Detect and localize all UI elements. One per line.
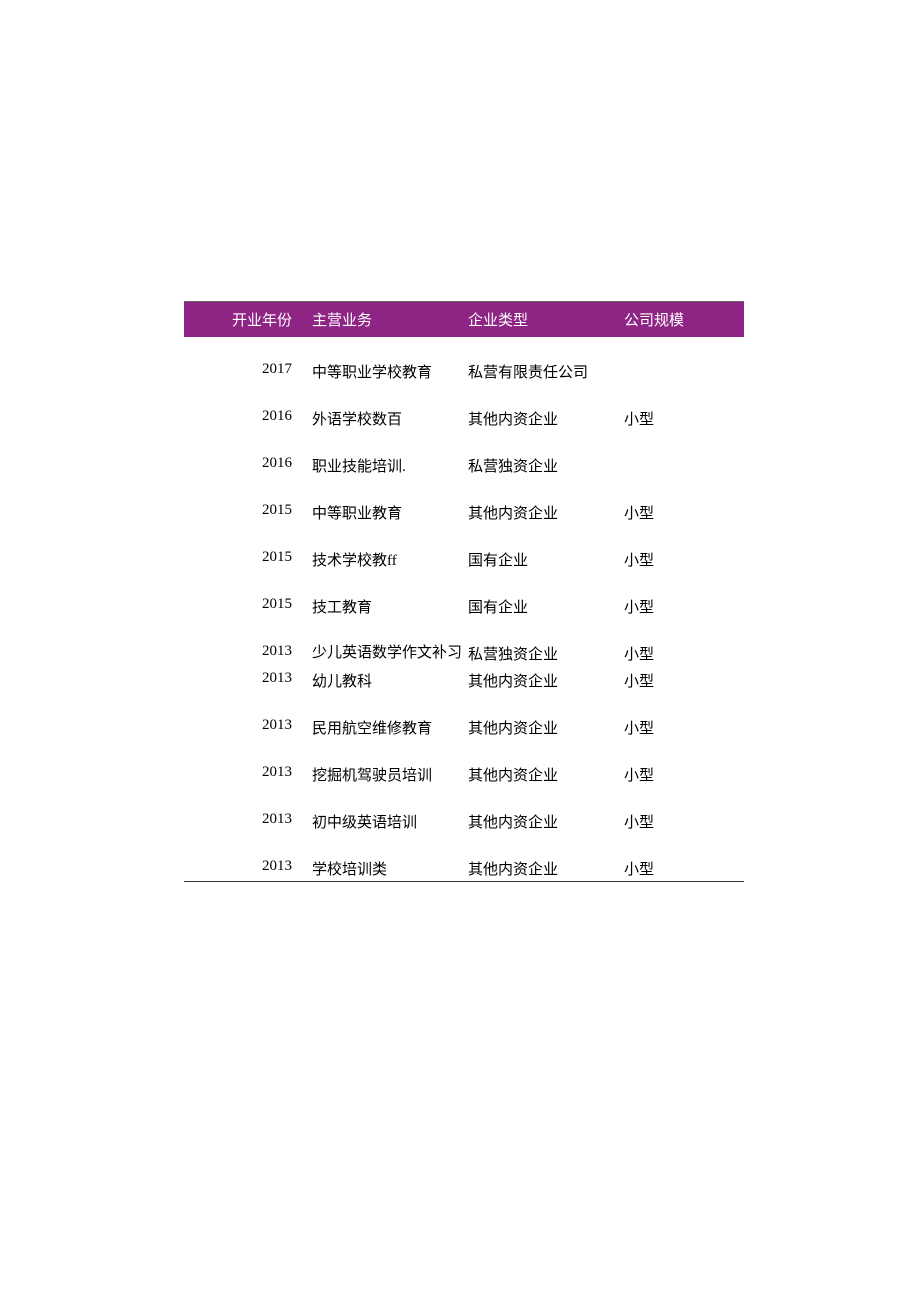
cell-year: 2013: [184, 858, 308, 875]
cell-business: 初中级英语培训: [308, 811, 464, 832]
header-business: 主营业务: [308, 309, 464, 330]
cell-business: 技术学校教ff: [308, 549, 464, 570]
cell-year: 2013: [184, 670, 308, 687]
table-row: 2013 挖掘机驾驶员培训 其他内资企业 小型: [184, 740, 744, 787]
header-year: 开业年份: [184, 309, 308, 330]
cell-business: 外语学校数百: [308, 408, 464, 429]
table-row: 2016 职业技能培训. 私营独资企业: [184, 431, 744, 478]
cell-business: 幼儿教科: [308, 670, 464, 691]
cell-business: 中等职业教育: [308, 502, 464, 523]
cell-business: 职业技能培训.: [308, 455, 464, 476]
cell-year: 2015: [184, 596, 308, 613]
header-type: 企业类型: [464, 309, 620, 330]
cell-size: 小型: [620, 858, 744, 879]
cell-year: 2016: [184, 455, 308, 472]
table-row: 2016 外语学校数百 其他内资企业 小型: [184, 384, 744, 431]
table-row: 2015 技术学校教ff 国有企业 小型: [184, 525, 744, 572]
cell-size: 小型: [620, 549, 744, 570]
cell-year: 2016: [184, 408, 308, 425]
cell-year: 2015: [184, 502, 308, 519]
cell-size: 小型: [620, 717, 744, 738]
cell-type: 其他内资企业: [464, 858, 620, 879]
cell-size: 小型: [620, 408, 744, 429]
table-header-row: 开业年份 主营业务 企业类型 公司规模: [184, 301, 744, 337]
table-row: 2013 幼儿教科 其他内资企业 小型: [184, 666, 744, 693]
cell-year: 2013: [184, 643, 308, 660]
cell-business: 少儿英语数学作文补习: [308, 643, 464, 664]
cell-business: 民用航空维修教育: [308, 717, 464, 738]
cell-type: 其他内资企业: [464, 717, 620, 738]
cell-year: 2017: [184, 361, 308, 378]
cell-size: 小型: [620, 670, 744, 691]
cell-business: 学校培训类: [308, 858, 464, 879]
cell-size: 小型: [620, 643, 744, 664]
cell-type: 其他内资企业: [464, 670, 620, 691]
data-table: 开业年份 主营业务 企业类型 公司规模 2017 中等职业学校教育 私营有限责任…: [184, 301, 744, 882]
table-row: 2013 少儿英语数学作文补习 私营独资企业 小型: [184, 619, 744, 666]
cell-type: 私营独资企业: [464, 643, 620, 664]
cell-size: 小型: [620, 764, 744, 785]
cell-year: 2015: [184, 549, 308, 566]
cell-type: 私营独资企业: [464, 455, 620, 476]
cell-type: 国有企业: [464, 596, 620, 617]
table-row: 2013 学校培训类 其他内资企业 小型: [184, 834, 744, 882]
cell-type: 其他内资企业: [464, 764, 620, 785]
cell-type: 其他内资企业: [464, 811, 620, 832]
cell-year: 2013: [184, 717, 308, 734]
table-row: 2013 民用航空维修教育 其他内资企业 小型: [184, 693, 744, 740]
cell-type: 私营有限责任公司: [464, 361, 620, 382]
cell-type: 其他内资企业: [464, 408, 620, 429]
cell-business: 挖掘机驾驶员培训: [308, 764, 464, 785]
cell-year: 2013: [184, 811, 308, 828]
table-row: 2015 技工教育 国有企业 小型: [184, 572, 744, 619]
header-size: 公司规模: [620, 309, 744, 330]
cell-size: 小型: [620, 596, 744, 617]
table-row: 2017 中等职业学校教育 私营有限责任公司: [184, 337, 744, 384]
cell-business: 技工教育: [308, 596, 464, 617]
cell-type: 其他内资企业: [464, 502, 620, 523]
cell-business: 中等职业学校教育: [308, 361, 464, 382]
cell-type: 国有企业: [464, 549, 620, 570]
table-row: 2015 中等职业教育 其他内资企业 小型: [184, 478, 744, 525]
cell-size: 小型: [620, 502, 744, 523]
cell-year: 2013: [184, 764, 308, 781]
table-row: 2013 初中级英语培训 其他内资企业 小型: [184, 787, 744, 834]
cell-size: 小型: [620, 811, 744, 832]
